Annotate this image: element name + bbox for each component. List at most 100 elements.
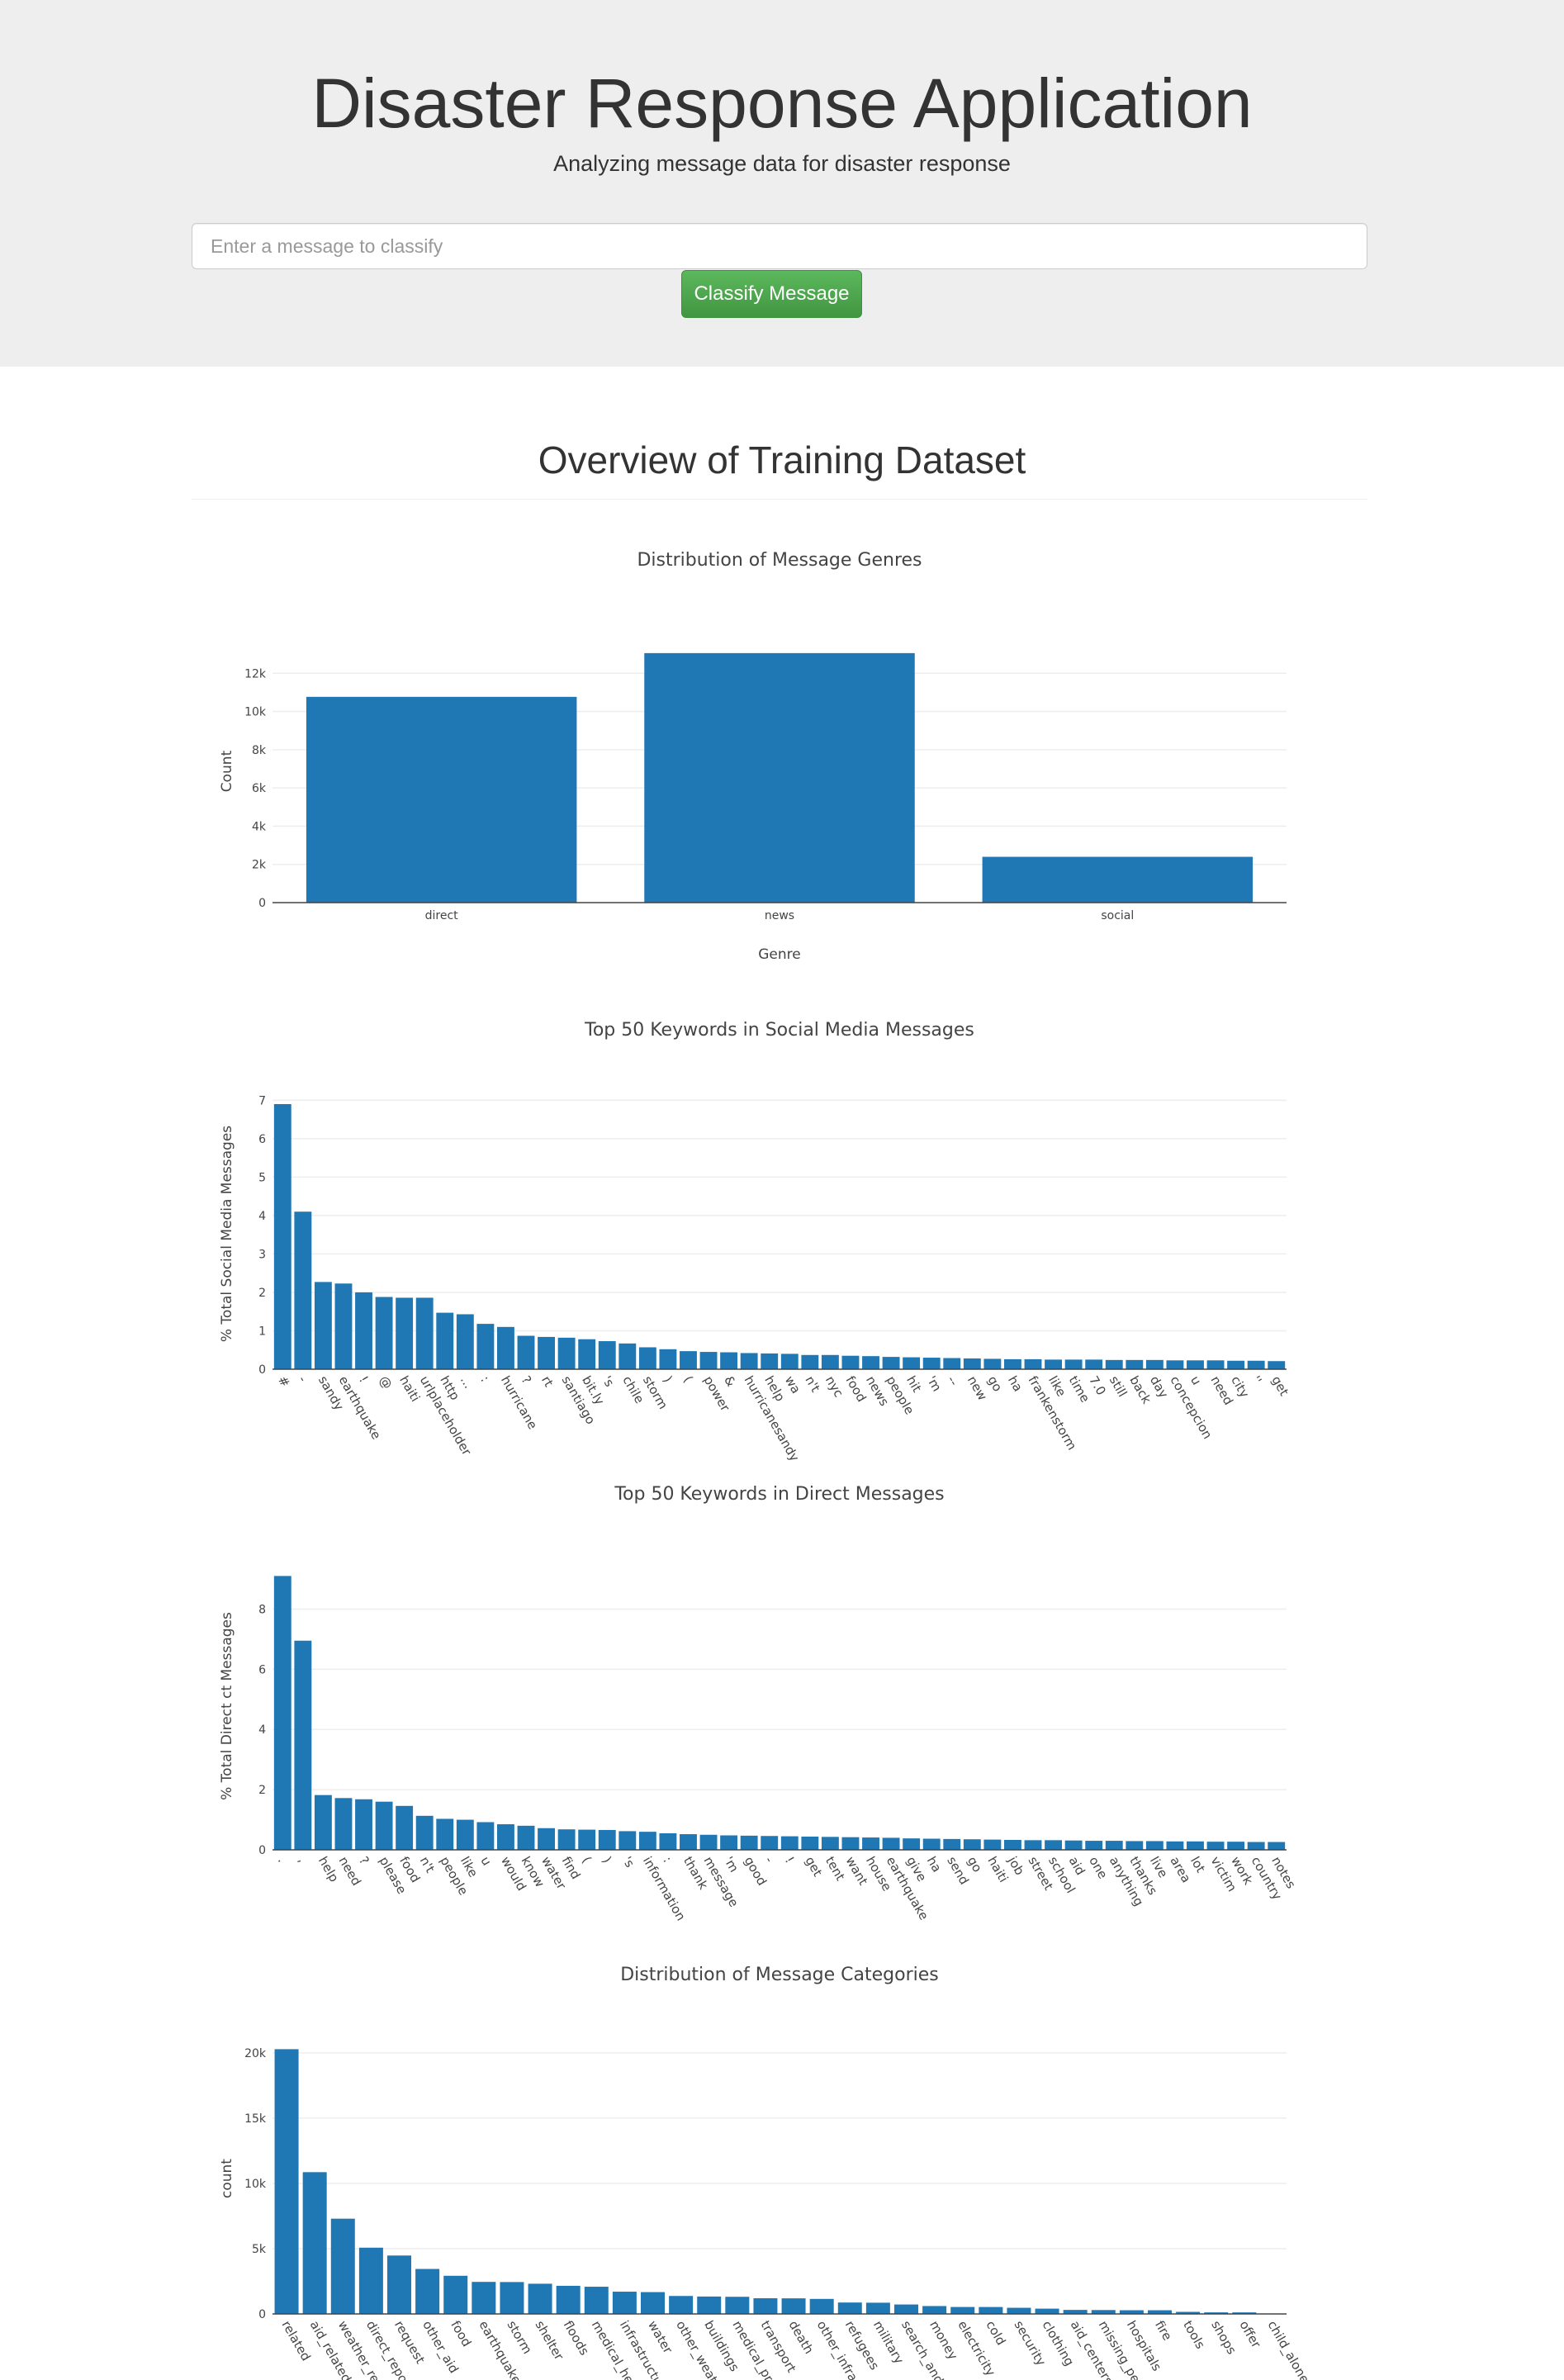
y-tick-label: 2 — [258, 1784, 266, 1797]
y-axis-title: Count — [219, 750, 235, 792]
bar-money — [922, 2306, 947, 2314]
bar-http — [436, 1312, 454, 1369]
x-tick-label: ! — [356, 1373, 372, 1385]
bar-street — [1024, 1840, 1042, 1850]
chart-title: Distribution of Message Genres — [637, 550, 922, 571]
bar-thanks — [1126, 1841, 1144, 1850]
x-tick-label: . — [275, 1854, 290, 1865]
y-tick-label: 12k — [244, 667, 267, 680]
x-tick-label: , — [295, 1854, 310, 1865]
chart-title: Top 50 Keywords in Social Media Messages — [584, 1020, 974, 1041]
x-tick-label: child_alone — [1264, 2318, 1313, 2380]
bar-: — [476, 1324, 495, 1369]
bar-security — [1007, 2307, 1031, 2314]
y-tick-label: 4k — [252, 820, 267, 833]
chart-title: Top 50 Keywords in Direct Messages — [614, 1484, 944, 1505]
y-tick-label: 20k — [244, 2047, 267, 2060]
x-tick-label: help — [315, 1854, 342, 1885]
bar-hurricanesandy — [740, 1353, 758, 1369]
overview-title: Overview of Training Dataset — [538, 439, 1026, 481]
app-subtitle: Analyzing message data for disaster resp… — [553, 151, 1011, 176]
bar-# — [273, 1103, 291, 1369]
bar-still — [1105, 1359, 1123, 1369]
bar-message — [699, 1834, 718, 1850]
bar-school — [1045, 1840, 1062, 1850]
x-tick-label: @ — [377, 1373, 396, 1391]
bar-give — [903, 1838, 921, 1850]
bar-aid_centers — [1063, 2310, 1088, 2314]
bar-aid — [1064, 1840, 1083, 1850]
bar-want — [841, 1837, 860, 1850]
x-tick-label: 's — [600, 1373, 618, 1389]
x-tick-label: haiti — [984, 1854, 1011, 1885]
bar-cold — [979, 2307, 1003, 2314]
bar-storm — [500, 2282, 524, 2314]
x-tick-label: ha — [1005, 1373, 1026, 1394]
bar-! — [780, 1836, 799, 1850]
bar-nyc — [821, 1354, 839, 1369]
bar-hurricane — [497, 1326, 514, 1369]
y-axis-title: % Total Direct ct Messages — [219, 1612, 235, 1800]
classify-message-button[interactable]: Classify Message — [681, 270, 862, 318]
bar-work — [1227, 1842, 1245, 1850]
bar-house — [862, 1837, 879, 1850]
bar-missing_people — [1091, 2310, 1116, 2314]
x-axis-title: Genre — [758, 946, 800, 963]
bar-know — [517, 1825, 535, 1850]
x-tick-label: news — [765, 909, 794, 922]
bar-news — [644, 652, 915, 903]
x-tick-label: new — [964, 1373, 990, 1403]
bar-direct_report — [358, 2247, 383, 2314]
bar-'m — [922, 1358, 941, 1369]
bar-santiago — [557, 1337, 576, 1369]
bar-'' — [1247, 1360, 1265, 1369]
bar-haiti — [983, 1839, 1002, 1850]
bar-information — [638, 1832, 656, 1850]
x-tick-label: nyc — [822, 1373, 846, 1400]
y-tick-label: 0 — [258, 1363, 266, 1377]
bar-day — [1145, 1359, 1164, 1369]
bar-medical_help — [584, 2287, 609, 2314]
y-tick-label: 7 — [258, 1094, 266, 1107]
bar-frankenstorm — [1024, 1358, 1042, 1369]
x-tick-label: tools — [1180, 2318, 1208, 2352]
x-tick-label: shops — [1208, 2318, 1239, 2357]
y-tick-label: 10k — [244, 2178, 267, 2191]
x-tick-label: ( — [680, 1373, 696, 1385]
bar-infrastructure_related — [612, 2292, 637, 2314]
x-tick-label: death — [786, 2318, 817, 2357]
bar-one — [1085, 1841, 1103, 1850]
x-tick-label: offer — [1236, 2318, 1263, 2351]
bar-find — [557, 1829, 576, 1850]
x-tick-label: ... — [457, 1373, 476, 1391]
bar-social — [982, 856, 1254, 903]
x-tick-label: storm — [504, 2318, 534, 2357]
message-input[interactable] — [192, 223, 1367, 269]
x-tick-label: - — [295, 1373, 310, 1385]
y-tick-label: 8 — [258, 1603, 266, 1616]
bar-'m — [720, 1835, 738, 1850]
bar-good — [740, 1835, 758, 1850]
x-tick-label: food — [842, 1373, 869, 1405]
bar-help — [761, 1353, 779, 1369]
bar-request — [387, 2255, 411, 2314]
bar-earthquake — [882, 1837, 900, 1850]
x-tick-label: : — [660, 1854, 675, 1865]
y-tick-label: 6 — [258, 1663, 266, 1676]
y-tick-label: 2k — [252, 859, 267, 872]
x-tick-label: 'm — [924, 1373, 945, 1394]
y-axis-title: % Total Social Media Messages — [219, 1126, 235, 1342]
x-tick-label: u — [477, 1854, 494, 1868]
x-tick-label: '' — [1249, 1373, 1265, 1387]
bar-u — [1187, 1360, 1204, 1369]
bar-chile — [618, 1343, 637, 1369]
x-tick-label: tent — [822, 1854, 848, 1884]
bar-medical_products — [725, 2297, 750, 2314]
bar-tent — [821, 1837, 839, 1850]
bar-sandy — [314, 1282, 332, 1369]
y-tick-label: 15k — [244, 2112, 267, 2126]
x-tick-label: u — [1187, 1373, 1204, 1387]
bar-direct — [306, 696, 577, 903]
y-tick-label: 0 — [258, 897, 266, 910]
bar-thank — [680, 1834, 697, 1850]
